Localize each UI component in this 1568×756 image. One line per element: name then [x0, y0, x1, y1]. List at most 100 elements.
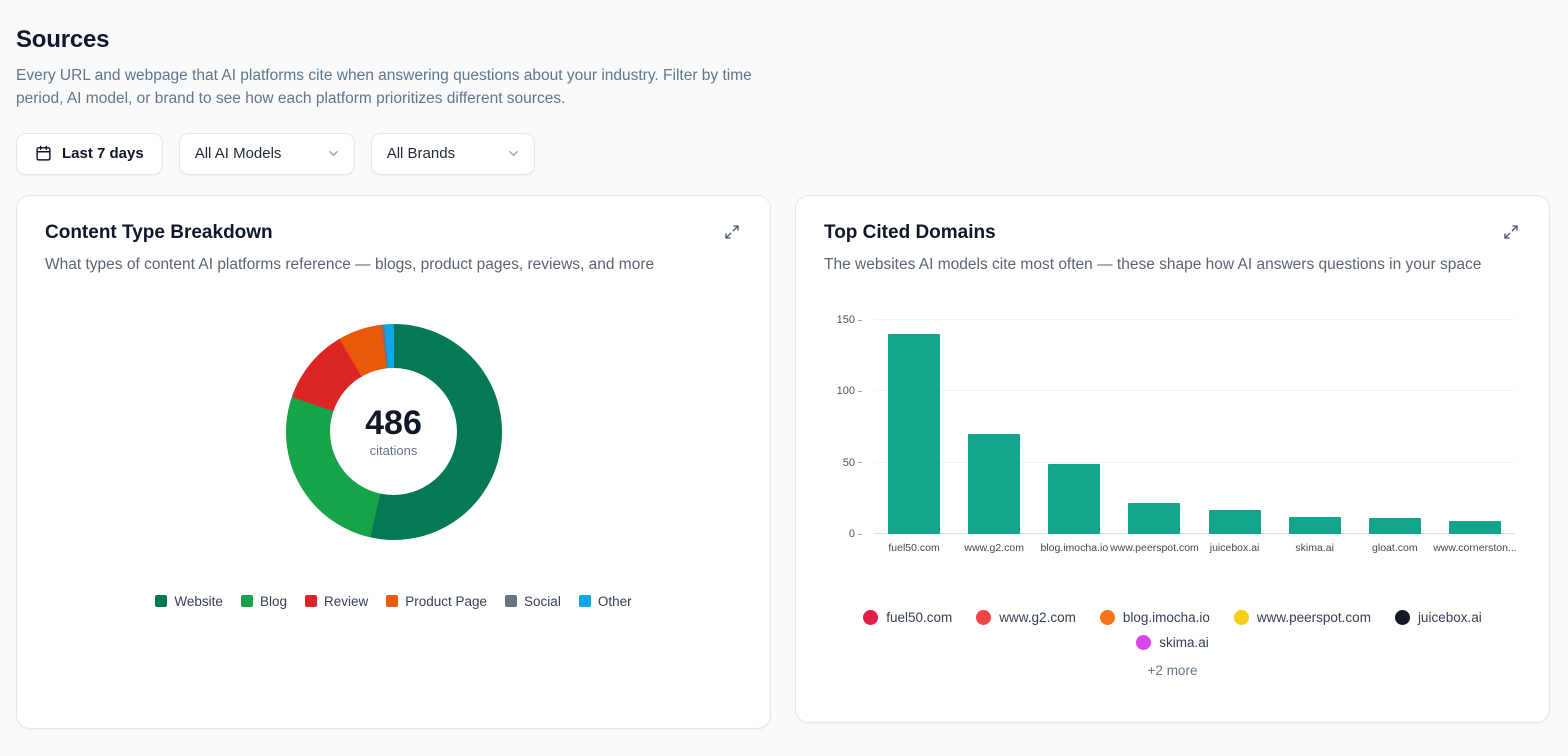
chevron-down-icon: [326, 146, 341, 161]
x-label-column: www.peerspot.com: [1110, 542, 1199, 554]
bar-column: [1034, 320, 1114, 534]
gridline: [874, 461, 1515, 463]
ai-model-select-value: All AI Models: [194, 145, 282, 162]
bar-column: [1435, 320, 1515, 534]
y-axis-tick: 0: [828, 528, 862, 540]
page-subtitle: Every URL and webpage that AI platforms …: [16, 67, 752, 108]
x-label-column: juicebox.ai: [1195, 542, 1275, 554]
filter-bar: Last 7 days All AI Models All Brands: [16, 132, 1550, 175]
cited-domain-list: fuel50.com www.g2.com blog.imocha.io www.pe…: [824, 609, 1521, 650]
bar-fuel50.com[interactable]: [888, 334, 941, 534]
x-axis-label: blog.imocha.io: [1040, 541, 1109, 554]
domain-label: www.peerspot.com: [1256, 609, 1371, 625]
citations-label: citations: [369, 443, 418, 459]
legend-label: Social: [524, 593, 561, 609]
legend-swatch: [505, 595, 518, 608]
x-label-column: gloat.com: [1355, 542, 1435, 554]
content-type-legend: Website Blog Review Product Page Social Other: [45, 594, 742, 609]
card-header: Content Type Breakdown: [45, 222, 742, 244]
citations-total: 486: [365, 403, 422, 442]
domain-label: www.g2.com: [999, 609, 1076, 625]
gridline: [874, 532, 1515, 534]
ai-model-select[interactable]: All AI Models: [178, 132, 355, 175]
domain-label: juicebox.ai: [1417, 609, 1482, 625]
bar-plot-area: 0 50 100 150: [837, 314, 1515, 540]
bar-column: [1355, 320, 1435, 534]
date-range-button[interactable]: Last 7 days: [16, 132, 163, 175]
page-title: Sources: [16, 26, 110, 53]
legend-label: Other: [597, 593, 632, 609]
x-axis-label: fuel50.com: [888, 541, 940, 554]
domain-label: skima.ai: [1159, 634, 1209, 650]
top-domains-card-title: Top Cited Domains: [824, 221, 996, 243]
legend-swatch: [386, 595, 399, 608]
gridline: [874, 318, 1515, 320]
favicon-icon: [863, 609, 879, 625]
content-type-card-subtitle: What types of content AI platforms refer…: [45, 255, 655, 273]
y-axis-tick: 50: [828, 457, 862, 469]
bar-gloat.com[interactable]: [1368, 518, 1421, 534]
x-axis-label: www.peerspot.com: [1110, 541, 1199, 554]
cards-row: Content Type Breakdown What types of con…: [16, 194, 1550, 729]
domain-item-skima.ai[interactable]: skima.ai: [1136, 634, 1209, 650]
x-axis-label: skima.ai: [1295, 541, 1334, 554]
x-label-column: www.cornerston...: [1433, 541, 1517, 554]
content-type-breakdown-card: Content Type Breakdown What types of con…: [16, 194, 771, 729]
favicon-icon: [1099, 609, 1115, 625]
legend-item-product-page: Product Page: [386, 594, 487, 609]
domain-item-fuel50.com[interactable]: fuel50.com: [863, 609, 953, 625]
donut-center: 486 citations: [330, 368, 457, 496]
bar-www.cornerston...[interactable]: [1448, 521, 1501, 534]
content-type-donut-chart[interactable]: 486 citations: [285, 323, 502, 540]
x-label-column: www.g2.com: [954, 542, 1034, 554]
domain-item-juicebox.ai[interactable]: juicebox.ai: [1394, 609, 1482, 625]
brand-select[interactable]: All Brands: [370, 132, 535, 175]
legend-label: Blog: [259, 593, 287, 609]
bar-skima.ai[interactable]: [1288, 516, 1341, 534]
domain-label: blog.imocha.io: [1122, 609, 1210, 625]
bar-column: [1195, 320, 1275, 534]
x-axis-label: www.cornerston...: [1433, 541, 1517, 554]
calendar-icon: [35, 145, 52, 162]
y-axis-tick: 150: [828, 314, 862, 326]
domain-item-blog.imocha.io[interactable]: blog.imocha.io: [1099, 609, 1210, 625]
legend-label: Review: [323, 593, 369, 609]
x-axis-label: www.g2.com: [964, 541, 1024, 554]
legend-item-review: Review: [304, 593, 369, 609]
expand-icon: [1503, 224, 1519, 240]
legend-label: Website: [174, 593, 223, 609]
brand-select-value: All Brands: [386, 145, 456, 162]
legend-item-other: Other: [578, 593, 632, 609]
legend-item-website: Website: [155, 594, 223, 609]
bar-column: [1114, 320, 1194, 534]
bar-column: [1275, 320, 1355, 534]
more-domains-label[interactable]: +2 more: [1147, 662, 1198, 678]
bar-www.peerspot.com[interactable]: [1128, 502, 1181, 534]
expand-button[interactable]: [1501, 222, 1521, 242]
legend-swatch: [578, 595, 591, 608]
bar-column: [954, 320, 1034, 534]
domain-item-www.g2.com[interactable]: www.g2.com: [976, 609, 1076, 625]
domain-item-www.peerspot.com[interactable]: www.peerspot.com: [1233, 609, 1371, 625]
top-domains-bar-chart: 0 50 100 150 fuel50.com www.g2.com blog.imoch…: [824, 314, 1521, 554]
bar-juicebox.ai[interactable]: [1208, 509, 1261, 534]
card-header: Top Cited Domains: [824, 222, 1521, 244]
chevron-down-icon: [506, 146, 521, 161]
bar-blog.imocha.io[interactable]: [1048, 464, 1101, 534]
bar-www.g2.com[interactable]: [968, 434, 1021, 534]
legend-swatch: [155, 595, 168, 608]
favicon-icon: [1233, 609, 1249, 625]
date-range-label: Last 7 days: [62, 145, 144, 162]
legend-item-blog: Blog: [240, 593, 287, 609]
favicon-icon: [1136, 634, 1152, 650]
favicon-icon: [1394, 609, 1410, 625]
top-cited-domains-card: Top Cited Domains The websites AI models…: [795, 194, 1550, 723]
legend-label: Product Page: [405, 593, 488, 609]
domain-label: fuel50.com: [886, 609, 953, 625]
top-domains-card-subtitle: The websites AI models cite most often —…: [824, 255, 1482, 273]
legend-item-social: Social: [505, 594, 561, 609]
expand-button[interactable]: [722, 222, 742, 242]
content-type-card-title: Content Type Breakdown: [45, 221, 273, 243]
x-axis-label: gloat.com: [1372, 541, 1418, 554]
